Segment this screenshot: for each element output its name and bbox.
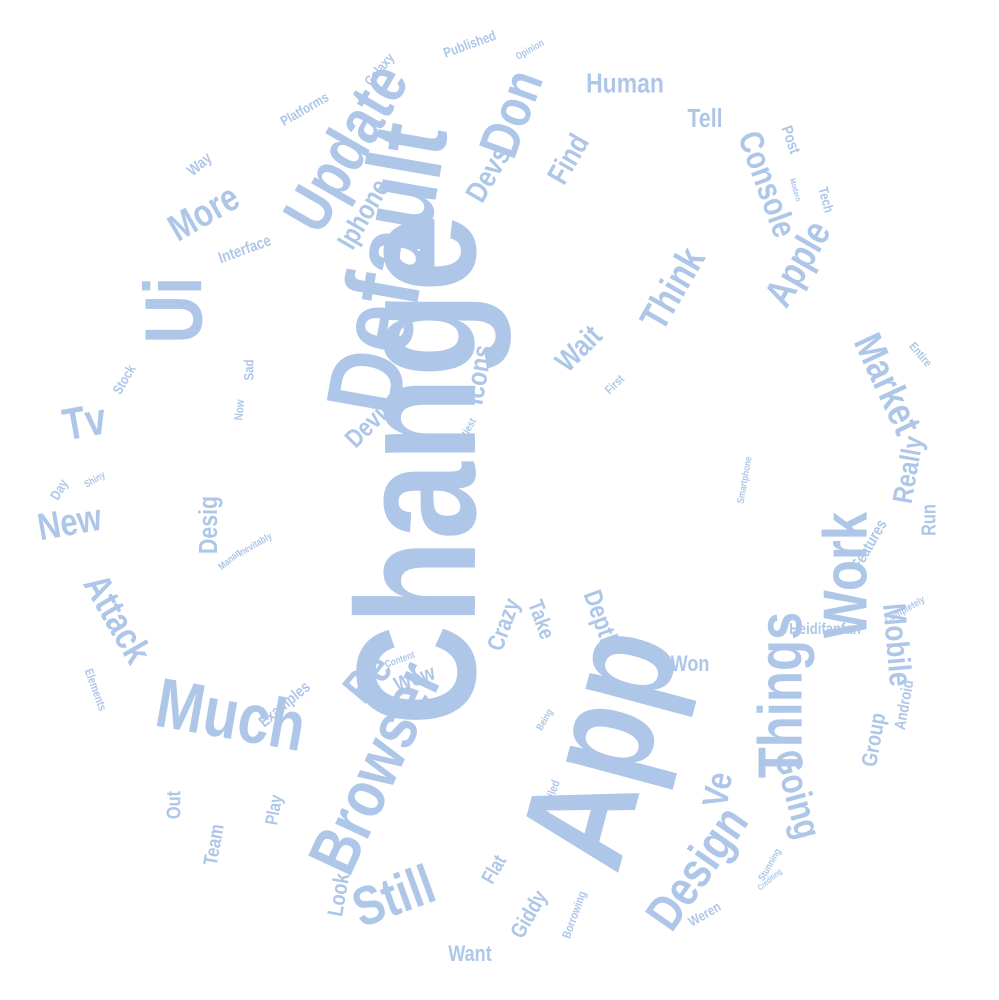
word-opinion: Opinion [514,37,547,62]
word-sad: Sad [241,359,257,380]
word-going: Going [765,746,828,844]
word-wait: Wait [548,318,608,378]
word-work: Work [812,511,881,638]
word-mobile: Mobile [875,602,917,688]
word-ui: Ui [127,276,219,343]
word-group: Group [858,711,891,768]
word-don: Don [466,62,555,166]
word-desig: Desig [194,496,224,554]
word-ve: Ve [694,769,740,810]
word-team: Team [198,822,228,867]
word-day: Day [47,475,72,502]
word-entire: Entire [906,340,934,370]
word-run: Run [917,504,940,536]
word-out: Out [162,791,185,819]
word-stock: Stock [109,361,139,397]
word-giddy: Giddy [506,886,553,943]
word-heidifanfan: Heidifanfan [789,621,860,638]
word-take: Take [523,597,559,643]
word-attack: Attack [75,567,159,671]
word-tell: Tell [687,104,722,134]
word-much: Much [150,663,311,767]
word-really: Really [888,433,930,506]
word-more: More [161,177,246,250]
word-smartphone: Smartphone [735,455,754,504]
word-flat: Flat [476,851,510,888]
word-tv: Tv [59,393,110,450]
word-post: Post [777,124,803,157]
word-published: Published [441,27,498,61]
word-interface: Interface [216,232,273,267]
word-change: Change [321,214,511,725]
word-play: Play [262,792,287,826]
word-want: Want [448,942,492,966]
word-first: First [603,373,628,398]
word-won: Won [671,652,710,676]
word-think: Think [631,239,714,338]
word-things: Things [747,612,816,779]
word-look: Look [324,871,355,918]
word-borrowing: Borrowing [560,890,589,941]
word-find: Find [540,128,595,190]
word-tech: Tech [815,185,838,214]
word-human: Human [586,68,664,99]
word-elements: Elements [81,667,108,713]
word-new: New [35,497,106,549]
word-now: Now [232,399,247,421]
word-way: Way [184,149,216,180]
word-shiny: Shiny [82,469,107,490]
